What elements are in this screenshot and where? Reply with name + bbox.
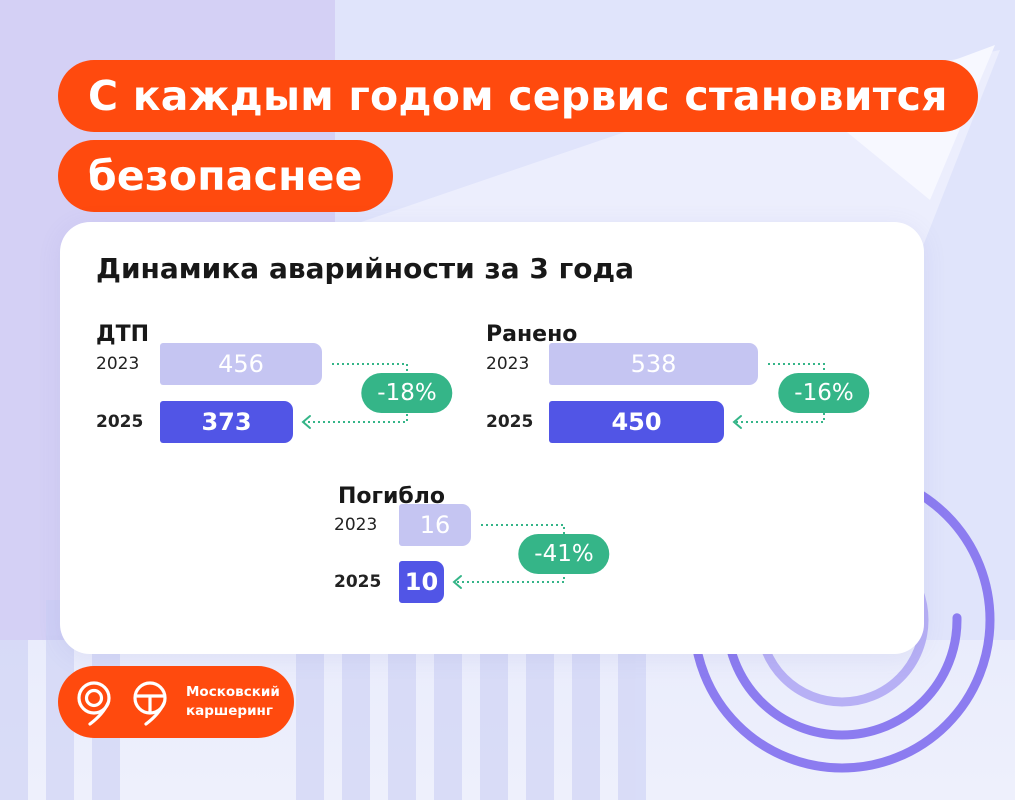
- year-label: 2023: [96, 354, 140, 374]
- year-label: 2025: [334, 572, 382, 592]
- steering-wheel-icon: [133, 681, 167, 726]
- group-label-injured: Ранено: [486, 322, 578, 347]
- bar-dtp-2023: 456: [160, 343, 322, 385]
- year-label: 2025: [96, 412, 144, 432]
- connector-arrow-icon: [732, 415, 742, 429]
- bar-killed-2025: 10: [399, 561, 444, 603]
- change-badge-injured: -16%: [778, 373, 870, 413]
- change-badge-dtp: -18%: [361, 373, 453, 413]
- connector-line: [303, 363, 408, 423]
- map-pin-icon: [77, 681, 111, 726]
- bar-injured-2025: 450: [549, 401, 724, 443]
- chart-card: Динамика аварийности за 3 года ДТП 2023 …: [60, 222, 924, 654]
- change-badge-killed: -41%: [518, 533, 610, 574]
- group-label-dtp: ДТП: [96, 322, 150, 347]
- bar-injured-2023: 538: [549, 343, 758, 385]
- year-label: 2025: [486, 412, 534, 432]
- bar-dtp-2025: 373: [160, 401, 293, 443]
- bar-killed-2023: 16: [399, 504, 471, 546]
- year-label: 2023: [334, 515, 378, 535]
- connector-arrow-icon: [301, 415, 311, 429]
- connector-arrow-icon: [452, 575, 462, 589]
- title-line-2: безопаснее: [58, 140, 393, 212]
- chart-title: Динамика аварийности за 3 года: [96, 252, 635, 285]
- brand-name: Московский каршеринг: [186, 684, 280, 719]
- brand-logo: Московский каршеринг: [58, 666, 294, 738]
- year-label: 2023: [486, 354, 530, 374]
- title-line-1: С каждым годом сервис становится: [58, 60, 978, 132]
